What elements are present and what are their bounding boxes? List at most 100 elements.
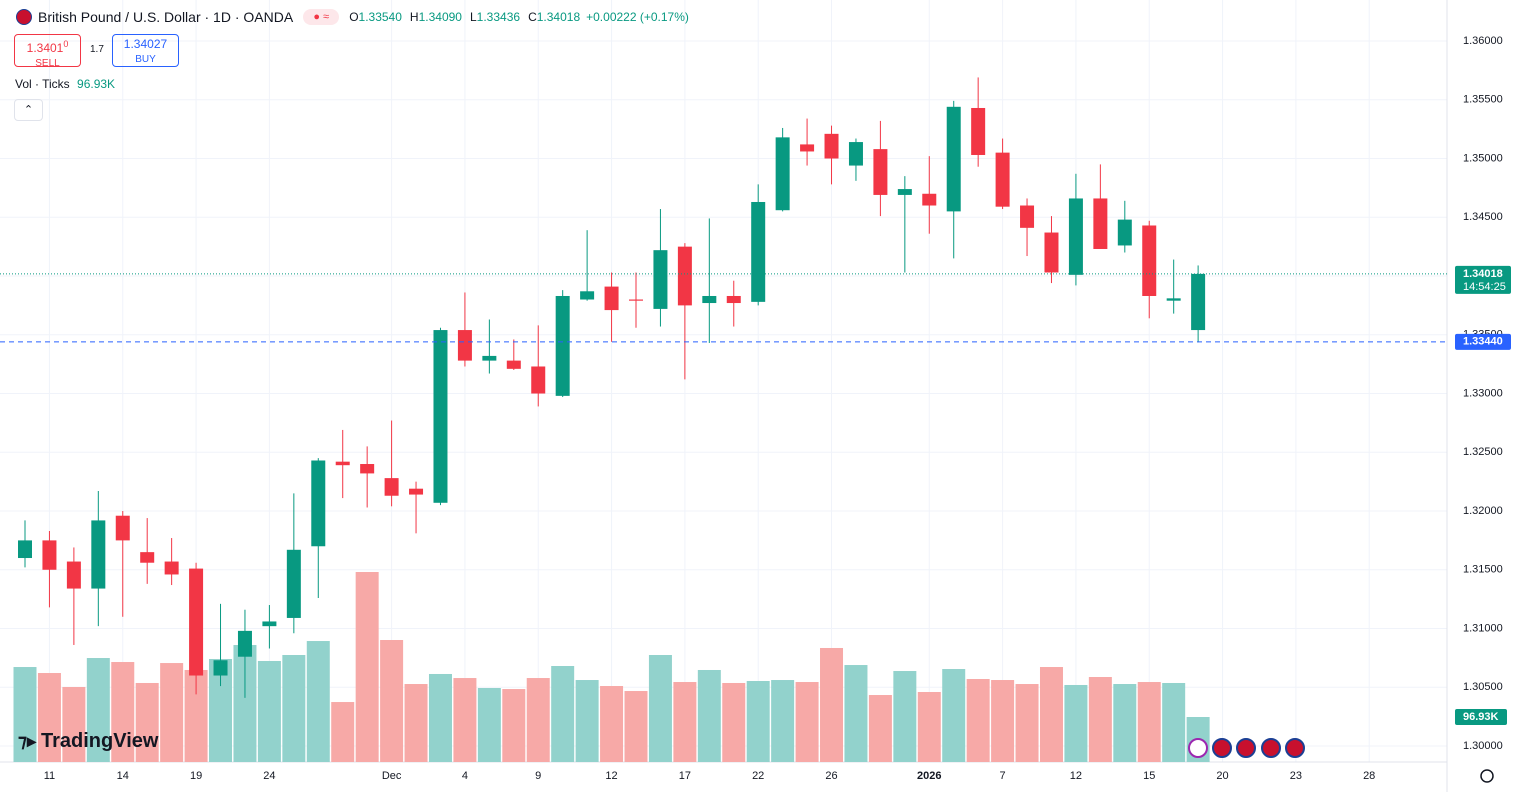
ohlc-value: 1.34090 xyxy=(418,10,462,24)
volume-bar xyxy=(868,695,892,762)
logo: ⁊▸ TradingView xyxy=(18,730,158,753)
candle-body xyxy=(262,621,277,627)
flag-icon xyxy=(16,9,32,25)
volume-bar xyxy=(673,682,697,762)
y-tick-label: 1.32000 xyxy=(1463,505,1503,517)
volume-bar xyxy=(428,673,452,762)
change: +0.00222 (+0.17%) xyxy=(586,10,689,24)
candle-body xyxy=(604,286,619,311)
candle-body xyxy=(335,461,350,466)
volume-bar xyxy=(551,666,575,762)
volume-bar xyxy=(1015,684,1039,762)
candle-body xyxy=(213,660,228,676)
y-tick-label: 1.35000 xyxy=(1463,152,1503,164)
volume-bar xyxy=(86,658,110,762)
candle-body xyxy=(311,460,326,547)
ohlc-label: C xyxy=(528,10,537,24)
x-tick-label: 28 xyxy=(1363,770,1375,782)
event-icon[interactable] xyxy=(1285,738,1305,758)
x-tick-label: 20 xyxy=(1216,770,1228,782)
candle-body xyxy=(384,478,399,496)
candle-body xyxy=(629,299,643,301)
y-tick-label: 1.34500 xyxy=(1463,211,1503,223)
volume-bar xyxy=(942,669,966,762)
price-countdown: 14:54:25 xyxy=(1463,281,1506,293)
volume-bar xyxy=(160,663,184,762)
x-tick-label: 23 xyxy=(1290,770,1302,782)
candle-body xyxy=(775,137,790,211)
y-tick-label: 1.30000 xyxy=(1463,740,1503,752)
volume-last-label: 96.93K xyxy=(1463,711,1499,723)
sell-price-small: 0 xyxy=(63,39,69,49)
event-icon[interactable] xyxy=(1188,738,1208,758)
candle-body xyxy=(140,552,155,563)
event-circle xyxy=(1261,738,1281,758)
candle-body xyxy=(897,189,912,195)
ohlc-label: L xyxy=(469,10,477,24)
candle-body xyxy=(800,144,815,152)
volume-bar xyxy=(502,689,526,762)
candle-body xyxy=(1191,273,1206,331)
volume-bar xyxy=(991,680,1015,762)
volume-bar xyxy=(1113,684,1137,762)
event-icon[interactable] xyxy=(1236,738,1256,758)
volume-bar xyxy=(453,678,477,762)
header: British Pound / U.S. Dollar · 1D · OANDA… xyxy=(16,9,689,25)
settings-icon xyxy=(1480,769,1494,783)
sell-button[interactable]: 1.34010 SELL xyxy=(14,34,81,69)
ohlc-item: C1.34018 xyxy=(528,10,580,24)
candle-body xyxy=(482,355,497,361)
x-tick-label: 7 xyxy=(1000,770,1006,782)
x-tick-label: 2026 xyxy=(917,770,941,782)
x-tick-label: 9 xyxy=(535,770,541,782)
buy-button[interactable]: 1.34027 BUY xyxy=(112,34,179,67)
volume-bar xyxy=(966,678,990,762)
event-circle xyxy=(1285,738,1305,758)
candle-body xyxy=(360,464,375,474)
volume-bar xyxy=(820,647,844,762)
volume-bar xyxy=(111,662,135,762)
volume-bar xyxy=(404,684,428,762)
event-circle xyxy=(1212,738,1232,758)
volume-bar xyxy=(1088,677,1112,762)
event-icon[interactable] xyxy=(1212,738,1232,758)
x-tick-label: 11 xyxy=(44,770,55,782)
ohlc-value: 1.33540 xyxy=(358,10,402,24)
y-tick-label: 1.32500 xyxy=(1463,446,1503,458)
volume-bar xyxy=(135,682,159,762)
logo-text: TradingView xyxy=(40,730,159,752)
ohlc-item: L1.33436 xyxy=(470,10,520,24)
grid xyxy=(0,0,1447,762)
volume-bar xyxy=(600,686,624,762)
candle-body xyxy=(189,568,204,676)
candle-body xyxy=(506,360,521,369)
volume-bar xyxy=(648,655,672,762)
spread: 1.7 xyxy=(90,44,104,55)
ohlc-label: H xyxy=(409,10,419,24)
volume-bar xyxy=(233,645,257,762)
collapse-button[interactable]: ⌃ xyxy=(14,99,43,121)
candle-body xyxy=(848,142,863,166)
volume-bar xyxy=(917,691,941,762)
volume-indicator: Vol · Ticks 96.93K xyxy=(15,77,115,91)
candle-body xyxy=(873,149,888,195)
candle-body xyxy=(164,561,179,575)
candle-body xyxy=(237,630,252,657)
candle-body xyxy=(1093,198,1108,249)
price-label: 1.33440 xyxy=(1463,336,1503,348)
volume-bar xyxy=(1162,682,1186,762)
volume-bar xyxy=(722,682,746,762)
x-tick-label: 19 xyxy=(190,770,202,782)
symbol[interactable]: British Pound / U.S. Dollar · 1D · OANDA xyxy=(38,9,294,25)
volume-bar xyxy=(306,641,330,762)
candle-body xyxy=(42,540,57,570)
sell-price: 1.3401 xyxy=(26,41,64,55)
event-circle xyxy=(1236,738,1256,758)
x-tick-label: 22 xyxy=(752,770,764,782)
buy-price: 1.34027 xyxy=(123,37,168,51)
status-pill[interactable]: ● ≈ xyxy=(303,9,340,25)
event-icon[interactable] xyxy=(1261,738,1281,758)
volume-bar xyxy=(1137,682,1161,762)
volume-bar xyxy=(380,640,404,762)
